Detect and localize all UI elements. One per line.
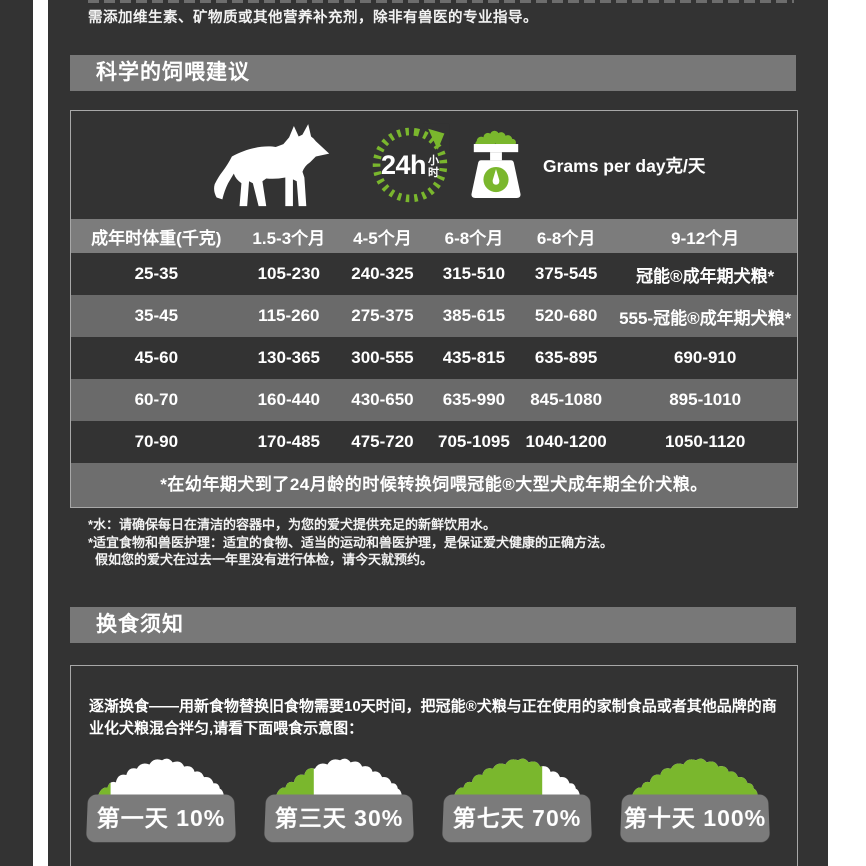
table-cell: 275-375: [335, 295, 429, 337]
clock-24h-icon: 24h 小 时: [367, 122, 453, 208]
step-label: 第七天 70%: [442, 794, 592, 843]
step-label: 第十天 100%: [620, 794, 770, 843]
table-cell: 690-910: [613, 337, 797, 379]
table-cell: 635-990: [428, 379, 519, 421]
table-cell: 45-60: [71, 337, 242, 379]
feeding-guide-card: 24h 小 时: [70, 110, 798, 508]
table-header-cell: 6-8个月: [428, 219, 519, 253]
table-cell: 520-680: [518, 295, 614, 337]
food-mound-chart: [276, 758, 402, 796]
table-header-cell: 1.5-3个月: [241, 219, 336, 253]
table-cell: 435-815: [428, 337, 519, 379]
section-title-transition: 换食须知: [70, 607, 796, 643]
transition-description: 逐渐换食——用新食物替换旧食物需要10天时间，把冠能®犬粮与正在使用的家制食品或…: [89, 698, 777, 737]
food-mound-chart: [632, 758, 758, 796]
table-cell: 冠能®成年期犬粮*: [613, 253, 797, 295]
table-cell: 635-895: [518, 337, 614, 379]
table-header-cell: 6-8个月: [518, 219, 614, 253]
table-cell: 35-45: [71, 295, 242, 337]
table-footnote: *在幼年期犬到了24月龄的时候转换饲喂冠能®大型犬成年期全价犬粮。: [71, 463, 797, 507]
clock-24h-label: 24h 小 时: [380, 149, 440, 180]
detail-image-column: 需添加维生素、矿物质或其他营养补充剂，除非有兽医的专业指导。 科学的饲喂建议 2: [48, 0, 828, 866]
table-cell: 845-1080: [518, 379, 614, 421]
table-cell: 1050-1120: [613, 421, 797, 463]
table-row: 70-90 170-485 475-720 705-1095 1040-1200 1050…: [71, 421, 797, 463]
feeding-table-header-row: 成年时体重(千克) 1.5-3个月 4-5个月 6-8个月 6-8个月 9-12个月: [71, 219, 797, 253]
care-notes: *水：请确保每日在清洁的容器中，为您的爱犬提供充足的新鲜饮用水。 *适宜食物和兽…: [88, 516, 800, 569]
transition-step: 第三天 30%: [264, 754, 414, 843]
table-cell: 430-650: [335, 379, 429, 421]
step-label: 第一天 10%: [86, 794, 236, 843]
table-header-cell: 4-5个月: [335, 219, 429, 253]
table-cell: 300-555: [335, 337, 429, 379]
table-cell: 475-720: [335, 421, 429, 463]
table-cell: 315-510: [428, 253, 519, 295]
table-cell: 170-485: [241, 421, 336, 463]
transition-step: 第七天 70%: [442, 754, 592, 843]
table-row: 35-45 115-260 275-375 385-615 520-680 555-冠能®…: [71, 295, 797, 337]
transition-steps: 第一天 10% 第三天 30% 第七天 70% 第十天 100%: [71, 754, 797, 843]
table-cell: 60-70: [71, 379, 242, 421]
table-cell: 555-冠能®成年期犬粮*: [613, 295, 797, 337]
table-cell: 160-440: [241, 379, 336, 421]
food-mound-chart: [98, 758, 224, 796]
feeding-table: 成年时体重(千克) 1.5-3个月 4-5个月 6-8个月 6-8个月 9-12个月 25…: [71, 219, 797, 463]
note-water: *水：请确保每日在清洁的容器中，为您的爱犬提供充足的新鲜饮用水。: [88, 517, 497, 532]
table-row: 60-70 160-440 430-650 635-990 845-1080 895-10…: [71, 379, 797, 421]
table-header-cell: 9-12个月: [613, 219, 797, 253]
section-title-feeding: 科学的饲喂建议: [70, 55, 796, 91]
table-cell: 130-365: [241, 337, 336, 379]
transition-step: 第十天 100%: [620, 754, 770, 843]
table-header-cell: 成年时体重(千克): [71, 219, 242, 253]
table-cell: 895-1010: [613, 379, 797, 421]
dog-icon: [214, 124, 330, 207]
table-cell: 385-615: [428, 295, 519, 337]
table-cell: 25-35: [71, 253, 242, 295]
grams-per-day-label: Grams per day克/天: [543, 155, 706, 176]
table-row: 25-35 105-230 240-325 315-510 375-545 冠能®成年期犬…: [71, 253, 797, 295]
scale-icon: [471, 130, 521, 199]
transition-step: 第一天 10%: [86, 754, 236, 843]
table-cell: 705-1095: [428, 421, 519, 463]
transition-card: 逐渐换食——用新食物替换旧食物需要10天时间，把冠能®犬粮与正在使用的家制食品或…: [70, 665, 798, 866]
table-cell: 105-230: [241, 253, 336, 295]
note-checkup: 假如您的爱犬在过去一年里没有进行体检，请今天就预约。: [95, 552, 434, 567]
table-cell: 240-325: [335, 253, 429, 295]
intro-text: 需添加维生素、矿物质或其他营养补充剂，除非有兽医的专业指导。: [88, 10, 538, 26]
step-label: 第三天 30%: [264, 794, 414, 843]
clipped-previous-line: [88, 0, 794, 3]
table-cell: 115-260: [241, 295, 336, 337]
food-mound-chart: [454, 758, 580, 796]
table-row: 45-60 130-365 300-555 435-815 635-895 690-910: [71, 337, 797, 379]
note-food-vet: *适宜食物和兽医护理：适宜的食物、适当的运动和兽医护理，是保证爱犬健康的正确方法…: [88, 534, 614, 550]
table-cell: 375-545: [518, 253, 614, 295]
table-cell: 70-90: [71, 421, 242, 463]
table-cell: 1040-1200: [518, 421, 614, 463]
feeding-icon-header: 24h 小 时: [71, 111, 797, 219]
left-dark-strip: [0, 0, 33, 866]
